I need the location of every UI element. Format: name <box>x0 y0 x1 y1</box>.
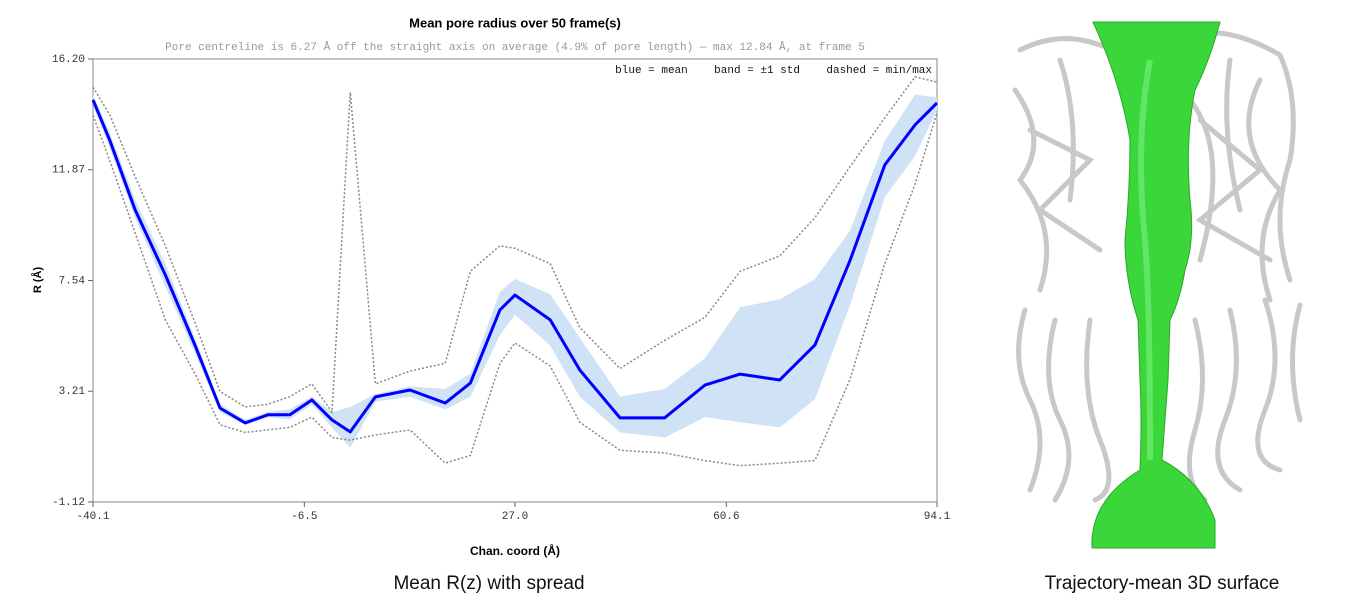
protein-surface-render <box>1012 21 1303 549</box>
y-axis-label: R (Å) <box>31 267 44 294</box>
x-axis-label: Chan. coord (Å) <box>470 543 560 558</box>
x-tick-label: -40.1 <box>76 511 109 523</box>
std-band <box>93 94 937 448</box>
x-tick-label: 27.0 <box>502 511 528 523</box>
x-tick-label: 60.6 <box>713 511 739 523</box>
caption: Mean R(z) with spread <box>393 573 584 594</box>
y-tick-label: -1.12 <box>52 497 85 509</box>
chart-title: Mean pore radius over 50 frame(s) <box>409 15 621 30</box>
y-tick-label: 16.20 <box>52 54 85 66</box>
y-tick-label: 11.87 <box>52 165 85 177</box>
max-line <box>92 76 938 415</box>
y-tick-label: 3.21 <box>59 386 86 398</box>
mean-line <box>91 99 939 434</box>
x-tick-label: 94.1 <box>924 511 951 523</box>
caption: Trajectory-mean 3D surface <box>1045 573 1280 594</box>
annotation: blue = mean band = ±1 std dashed = min/m… <box>615 65 932 77</box>
min-line <box>92 112 938 467</box>
y-tick-label: 7.54 <box>59 275 86 287</box>
chart-subtitle: Pore centreline is 6.27 Å off the straig… <box>165 41 865 54</box>
x-tick-label: -6.5 <box>291 511 317 523</box>
